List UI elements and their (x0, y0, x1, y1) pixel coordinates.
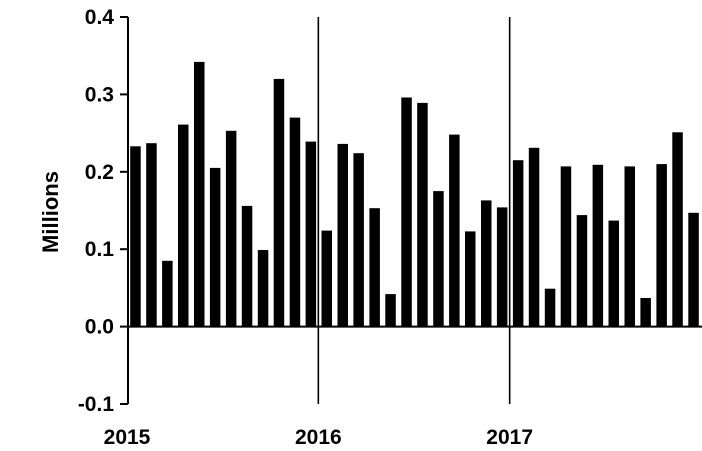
bar-series (130, 61, 699, 327)
bar-2016-02 (337, 143, 348, 327)
bar-2017-10 (656, 164, 667, 327)
x-axis-ticks: 2015 2016 2017 (104, 426, 533, 449)
bar-2016-06 (401, 97, 412, 327)
y-axis-title: Millions (38, 171, 63, 253)
y-tick-label: 0.2 (85, 161, 114, 184)
y-tick-label: 0.1 (85, 238, 115, 261)
bar-2017-08 (624, 166, 635, 327)
bar-2017-05 (576, 215, 588, 327)
bar-2017-12 (688, 212, 699, 327)
bar-2017-09 (640, 298, 651, 327)
bar-2016-10 (465, 231, 476, 327)
bar-2016-03 (353, 153, 364, 327)
x-tick-label-2017: 2017 (486, 426, 533, 449)
bar-2015-06 (209, 167, 221, 327)
y-tick-label: -0.1 (78, 393, 115, 416)
y-tick-label: 0.3 (85, 83, 114, 106)
bar-2017-11 (672, 132, 683, 327)
bar-2017-01 (512, 160, 524, 327)
bar-2015-07 (225, 130, 237, 327)
bar-2016-09 (449, 134, 460, 327)
bar-2015-12 (305, 141, 317, 327)
bar-2017-02 (528, 147, 540, 327)
bar-2015-03 (162, 260, 173, 327)
bar-2015-02 (146, 143, 157, 327)
bar-2017-07 (608, 220, 619, 327)
bar-2015-11 (289, 117, 301, 327)
bar-2015-09 (257, 250, 269, 327)
bar-2015-04 (178, 124, 189, 327)
bar-2016-05 (385, 294, 396, 327)
bar-2017-04 (560, 166, 572, 327)
bar-2016-12 (496, 207, 508, 327)
axes (127, 17, 702, 404)
bar-2016-01 (321, 230, 332, 327)
bar-2017-06 (592, 164, 604, 327)
y-axis-ticks: -0.1 0.0 0.1 0.2 0.3 0.4 (78, 6, 128, 416)
y-tick-label: 0.0 (85, 316, 114, 339)
x-tick-label-2015: 2015 (104, 426, 151, 449)
bar-2016-04 (369, 208, 380, 327)
bar-2015-10 (273, 78, 285, 327)
bar-2017-03 (544, 288, 556, 327)
y-tick-label: 0.4 (85, 6, 115, 29)
bar-2015-05 (194, 61, 205, 327)
bar-2016-08 (433, 191, 444, 327)
x-tick-label-2016: 2016 (295, 426, 342, 449)
bar-2015-08 (241, 205, 253, 327)
bar-2016-07 (417, 102, 428, 327)
bar-2015-01 (130, 146, 141, 327)
bar-2016-11 (481, 200, 492, 327)
